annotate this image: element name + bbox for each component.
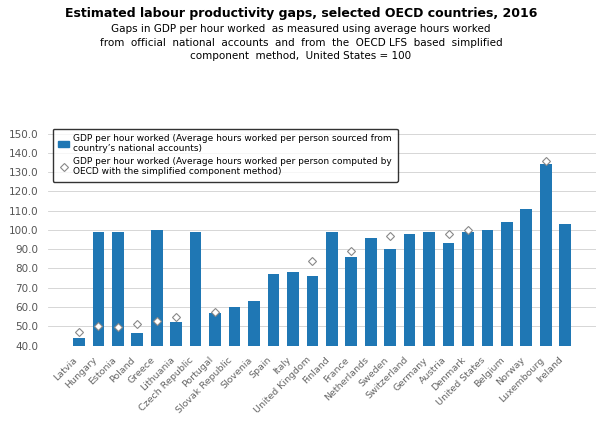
Bar (209, 313, 221, 423)
Bar (365, 238, 376, 423)
Bar (190, 232, 202, 423)
Bar (346, 257, 357, 423)
Text: Estimated labour productivity gaps, selected OECD countries, 2016: Estimated labour productivity gaps, sele… (65, 7, 537, 19)
Legend: GDP per hour worked (Average hours worked per person sourced from
country’s nati: GDP per hour worked (Average hours worke… (52, 128, 397, 182)
Bar (326, 232, 338, 423)
Bar (73, 338, 85, 423)
Bar (442, 244, 455, 423)
Bar (131, 333, 143, 423)
Bar (287, 272, 299, 423)
Bar (229, 307, 240, 423)
Text: Gaps in GDP per hour worked  as measured using average hours worked
from  offici: Gaps in GDP per hour worked as measured … (100, 24, 502, 61)
Bar (423, 232, 435, 423)
Bar (93, 232, 104, 423)
Bar (559, 224, 571, 423)
Bar (404, 234, 415, 423)
Bar (248, 301, 260, 423)
Bar (306, 276, 318, 423)
Bar (462, 232, 474, 423)
Bar (151, 230, 163, 423)
Bar (501, 222, 513, 423)
Bar (170, 323, 182, 423)
Bar (112, 232, 123, 423)
Bar (384, 249, 396, 423)
Bar (268, 274, 279, 423)
Bar (482, 230, 493, 423)
Bar (521, 209, 532, 423)
Bar (540, 164, 551, 423)
